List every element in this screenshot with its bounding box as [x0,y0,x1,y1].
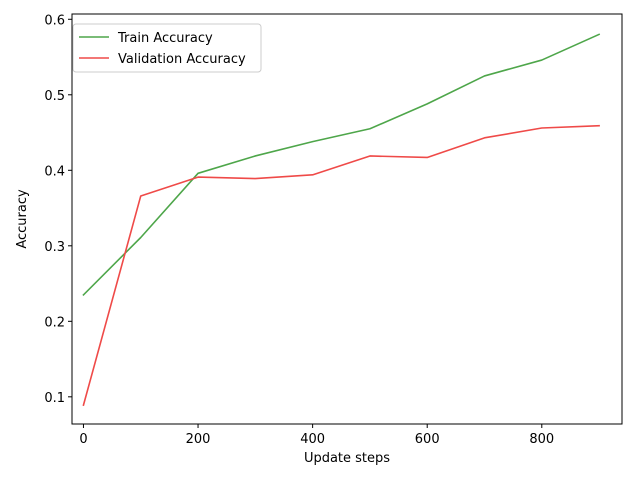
x-tick-label: 800 [529,432,554,447]
y-tick-label: 0.1 [44,391,65,406]
x-tick-label: 400 [300,432,325,447]
x-tick-label: 0 [79,432,87,447]
x-tick-label: 200 [186,432,211,447]
y-axis-label: Accuracy [15,189,30,249]
legend: Train Accuracy Validation Accuracy [72,23,262,73]
y-axis: 0.1 0.2 0.3 0.4 0.5 0.6 [44,13,72,406]
y-tick-label: 0.5 [44,89,65,104]
x-axis: 0 200 400 600 800 [79,424,554,447]
legend-label-validation: Validation Accuracy [118,52,246,67]
plot-frame [71,13,623,425]
legend-box [72,23,262,73]
y-tick-label: 0.3 [44,240,65,255]
legend-label-train: Train Accuracy [117,31,213,46]
x-axis-label: Update steps [304,451,390,466]
x-tick-label: 600 [415,432,440,447]
series-line-train [82,33,601,297]
y-tick-label: 0.4 [44,164,65,179]
plot-lines [82,33,601,407]
series-line-validation [82,124,600,407]
y-tick-label: 0.6 [44,13,65,28]
y-tick-label: 0.2 [44,315,65,330]
